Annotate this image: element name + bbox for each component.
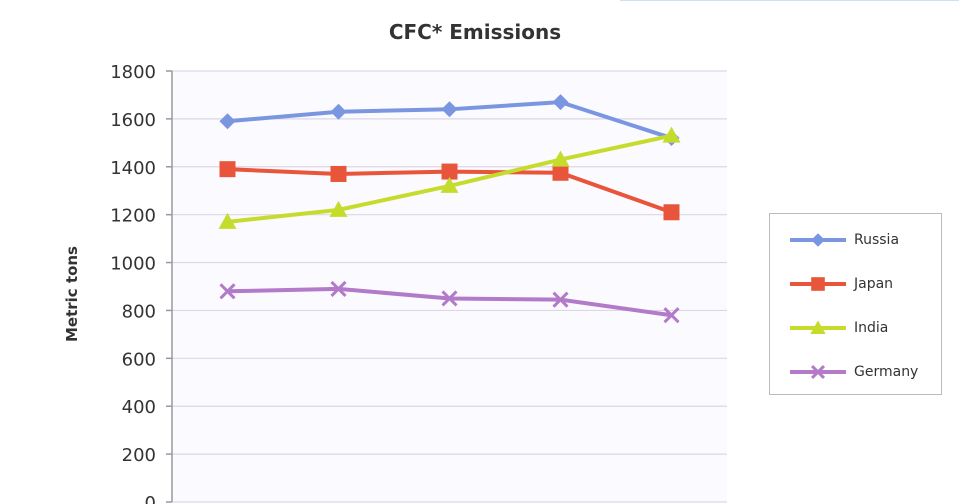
y-tick-label: 1600 xyxy=(110,110,156,131)
data-point-square xyxy=(552,164,569,181)
data-point-diamond xyxy=(552,94,569,111)
data-point-square xyxy=(330,165,347,182)
legend-swatch xyxy=(790,320,846,334)
data-point-diamond xyxy=(441,101,458,118)
x-stroke xyxy=(219,283,236,300)
legend: Russia Japan India Germany xyxy=(769,213,942,395)
legend-swatch xyxy=(790,233,846,247)
data-point-diamond xyxy=(219,113,236,130)
data-point-triangle xyxy=(440,176,459,193)
y-tick-label: 1200 xyxy=(110,206,156,227)
y-tick-label: 1800 xyxy=(110,62,156,83)
legend-item-japan: Japan xyxy=(770,274,941,294)
x-stroke xyxy=(441,290,458,307)
data-point-x xyxy=(219,283,236,300)
legend-label: Japan xyxy=(854,276,894,292)
data-point-diamond xyxy=(330,103,347,120)
y-tick-label: 600 xyxy=(122,349,156,370)
data-point-x xyxy=(552,291,569,308)
y-tick-label: 1000 xyxy=(110,254,156,275)
y-tick-label: 800 xyxy=(122,301,156,322)
y-tick-label: 1400 xyxy=(110,158,156,179)
data-point-triangle xyxy=(662,126,681,143)
chart-title: CFC* Emissions xyxy=(388,20,562,44)
series-india xyxy=(218,126,681,229)
data-point-x xyxy=(330,280,347,297)
x-stroke xyxy=(552,291,569,308)
data-point-square xyxy=(663,204,680,221)
data-point-x xyxy=(663,307,680,324)
data-point-triangle xyxy=(329,200,348,217)
data-point-x xyxy=(441,290,458,307)
y-tick-label: 0 xyxy=(145,493,156,504)
data-point-square xyxy=(441,163,458,180)
data-point-triangle xyxy=(551,150,570,167)
legend-item-russia: Russia xyxy=(770,230,941,250)
x-stroke xyxy=(810,364,826,380)
x-stroke xyxy=(663,307,680,324)
legend-label: India xyxy=(854,320,889,336)
legend-item-india: India xyxy=(770,318,941,338)
data-point-diamond xyxy=(811,233,825,247)
legend-label: Russia xyxy=(854,232,900,248)
legend-label: Germany xyxy=(854,364,919,380)
series-japan xyxy=(219,161,680,221)
series-germany xyxy=(219,280,680,324)
data-point-triangle xyxy=(218,212,237,229)
legend-swatch xyxy=(790,364,846,380)
legend-swatch xyxy=(790,277,846,291)
data-point-square xyxy=(219,161,236,178)
x-stroke xyxy=(330,280,347,297)
data-point-x xyxy=(810,364,826,380)
plot-area xyxy=(172,71,727,502)
legend-item-germany: Germany xyxy=(770,362,941,382)
data-point-triangle xyxy=(810,320,826,334)
y-tick-label: 200 xyxy=(122,445,156,466)
decorative-rule xyxy=(620,0,959,1)
y-tick-label: 400 xyxy=(122,397,156,418)
data-point-square xyxy=(811,277,825,291)
